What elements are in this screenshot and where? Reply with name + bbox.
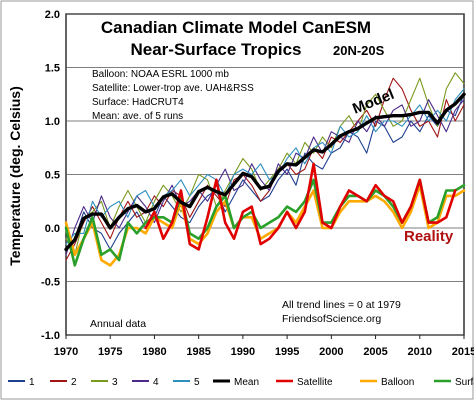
y-tick-label: 1.0 (45, 116, 60, 128)
y-tick-label: 1.5 (45, 63, 60, 75)
y-tick-label: 0.5 (45, 170, 60, 182)
legend-label-4: 4 (153, 377, 159, 388)
series-line-mean (64, 92, 466, 252)
x-tick-label: 2015 (452, 346, 474, 358)
y-tick-label: 0.0 (45, 223, 60, 235)
y-axis-label: Temperature (deg. Celsius) (7, 86, 23, 265)
info-line-3: Surface: HadCRUT4 (92, 97, 184, 108)
chart-subtitle-small: 20N-20S (333, 43, 385, 58)
legend-label-2: 2 (71, 377, 77, 388)
legend-label-satellite: Satellite (297, 377, 333, 388)
y-tick-label: 2.0 (45, 9, 60, 21)
x-tick-label: 1970 (54, 346, 78, 358)
legend-label-balloon: Balloon (381, 377, 414, 388)
legend: 1 2 3 4 5 Mean Satellite Balloon Surface (8, 377, 474, 388)
legend-label-surface: Surface (455, 377, 474, 388)
x-tick-label: 2010 (408, 346, 432, 358)
trend-note: All trend lines = 0 at 1979 (282, 299, 401, 311)
series-line-1 (65, 93, 465, 250)
series-line-satellite (144, 162, 457, 251)
y-tick-label: -1.0 (41, 330, 60, 342)
gridlines (66, 13, 464, 336)
axis-ticks: -1.0 -0.5 0.0 0.5 1.0 1.5 2.0 1970 1975 1980 1985 1… (41, 9, 474, 358)
series-line-4 (65, 99, 465, 256)
x-tick-label: 1975 (98, 346, 122, 358)
annual-data-note: Annual data (90, 318, 146, 330)
y-tick-label: -0.5 (41, 277, 60, 289)
legend-label-5: 5 (194, 377, 200, 388)
x-tick-label: 1990 (231, 346, 255, 358)
info-line-2: Satellite: Lower-trop ave. UAH&RSS (92, 83, 254, 94)
x-tick-label: 1985 (186, 346, 210, 358)
legend-label-mean: Mean (234, 377, 259, 388)
series-line-2 (65, 77, 465, 261)
x-tick-label: 2005 (363, 346, 387, 358)
legend-label-3: 3 (112, 377, 118, 388)
chart-title: Canadian Climate Model CanESM (101, 18, 371, 37)
series-lines (64, 72, 466, 267)
legend-label-1: 1 (29, 377, 35, 388)
source-note: FriendsofScience.org (282, 313, 381, 325)
info-line-1: Balloon: NOAA ESRL 1000 mb (92, 69, 229, 80)
x-tick-label: 1980 (142, 346, 166, 358)
x-tick-label: 1995 (275, 346, 299, 358)
x-tick-label: 2000 (319, 346, 343, 358)
chart-subtitle-main: Near-Surface Tropics (130, 40, 301, 59)
info-line-4: Mean: ave. of 5 runs (92, 111, 183, 122)
reality-label: Reality (404, 228, 454, 245)
